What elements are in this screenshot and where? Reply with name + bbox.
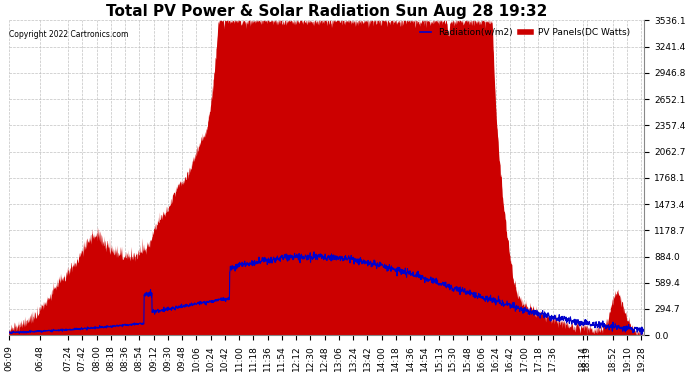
Legend: Radiation(w/m2), PV Panels(DC Watts): Radiation(w/m2), PV Panels(DC Watts) bbox=[416, 25, 633, 41]
Title: Total PV Power & Solar Radiation Sun Aug 28 19:32: Total PV Power & Solar Radiation Sun Aug… bbox=[106, 4, 547, 19]
Text: Copyright 2022 Cartronics.com: Copyright 2022 Cartronics.com bbox=[9, 30, 128, 39]
